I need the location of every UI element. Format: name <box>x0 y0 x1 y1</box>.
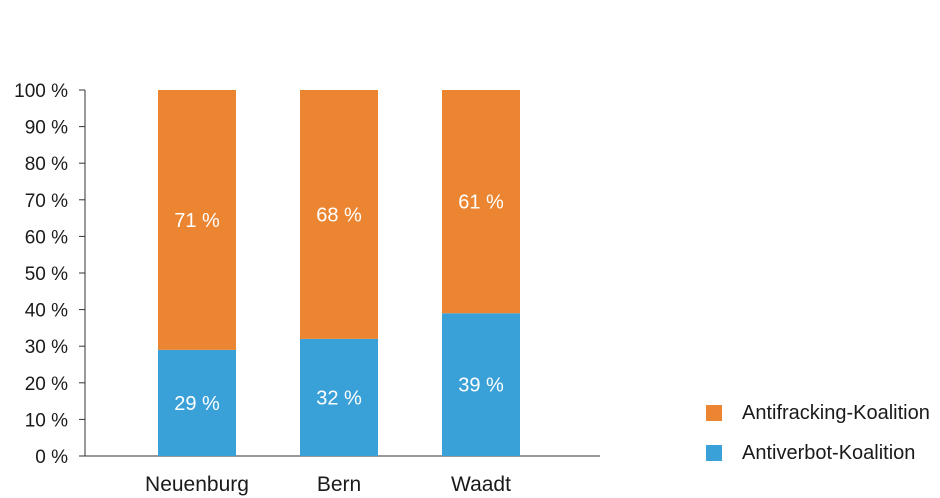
x-category-label: Bern <box>317 473 361 496</box>
y-tick-label: 40 % <box>25 301 68 322</box>
legend-item-antiverbot: Antiverbot-Koalition <box>706 433 930 473</box>
data-label: 68 % <box>316 204 362 226</box>
y-tick-label: 90 % <box>25 118 68 139</box>
data-label: 32 % <box>316 387 362 409</box>
y-tick-label: 80 % <box>25 154 68 175</box>
y-tick-label: 10 % <box>25 410 68 431</box>
bar-segment <box>158 90 236 350</box>
data-label: 71 % <box>174 210 220 232</box>
y-tick-label: 60 % <box>25 227 68 248</box>
legend-swatch-antifracking <box>706 405 722 421</box>
legend-item-antifracking: Antifracking-Koalition <box>706 393 930 433</box>
data-label: 39 % <box>458 375 504 397</box>
y-tick-label: 70 % <box>25 191 68 212</box>
legend-label-antiverbot: Antiverbot-Koalition <box>742 441 916 464</box>
y-tick-label: 100 % <box>14 81 68 102</box>
x-category-label: Neuenburg <box>145 473 249 496</box>
legend: Antifracking-Koalition Antiverbot-Koalit… <box>706 393 930 473</box>
y-tick-label: 0 % <box>35 447 68 468</box>
data-label: 61 % <box>458 192 504 214</box>
data-label: 29 % <box>174 393 220 415</box>
bar-segment <box>300 338 378 456</box>
bar-segment <box>158 349 236 456</box>
bar-segment <box>300 90 378 339</box>
x-category-label: Waadt <box>451 473 511 496</box>
bar-segment <box>442 90 520 314</box>
legend-swatch-antiverbot <box>706 445 722 461</box>
legend-label-antifracking: Antifracking-Koalition <box>742 401 930 424</box>
y-tick-label: 20 % <box>25 374 68 395</box>
y-tick-label: 30 % <box>25 337 68 358</box>
bar-segment <box>442 313 520 456</box>
y-tick-label: 50 % <box>25 264 68 285</box>
